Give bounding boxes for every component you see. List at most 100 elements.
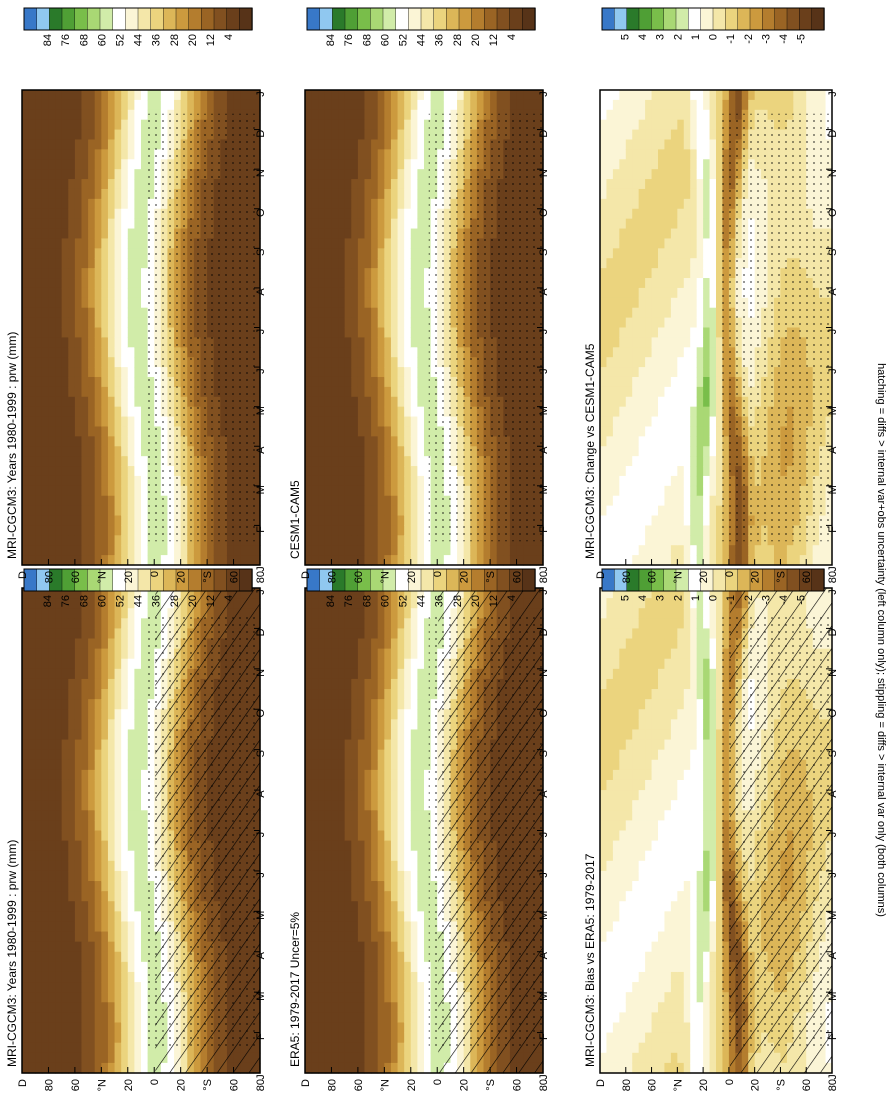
heatmap-cell <box>48 1042 56 1054</box>
heatmap-cell <box>68 545 76 556</box>
heatmap-cell <box>107 1052 116 1064</box>
heatmap-cell <box>134 1022 142 1034</box>
heatmap-cell <box>305 961 313 973</box>
heatmap-cell <box>61 317 69 329</box>
heatmap-cell <box>233 99 241 111</box>
heatmap-cell <box>107 505 116 517</box>
heatmap-cell <box>424 749 432 761</box>
heatmap-cell <box>141 337 149 348</box>
heatmap-cell <box>101 545 109 556</box>
heatmap-cell <box>397 689 405 700</box>
heatmap-cell <box>121 475 129 487</box>
heatmap-cell <box>101 971 109 983</box>
heatmap-cell <box>121 376 129 388</box>
heatmap-cell <box>35 386 43 398</box>
heatmap-cell <box>167 99 175 111</box>
heatmap-cell <box>74 386 83 398</box>
heatmap-cell <box>390 1052 399 1064</box>
heatmap-cell <box>127 208 135 220</box>
heatmap-cell <box>35 426 43 437</box>
heatmap-cell <box>404 729 412 741</box>
heatmap-cell <box>74 337 83 348</box>
heatmap-cell <box>390 992 399 1003</box>
heatmap-cell <box>324 689 333 700</box>
heatmap-cell <box>134 149 142 160</box>
heatmap-cell <box>377 1042 385 1054</box>
heatmap-cell <box>74 982 83 993</box>
heatmap-cell <box>88 1062 96 1074</box>
heatmap-cell <box>305 658 313 670</box>
heatmap-cell <box>338 901 346 912</box>
heatmap-cell <box>81 347 89 358</box>
heatmap-cell <box>134 485 142 497</box>
heatmap-cell <box>371 709 379 720</box>
heatmap-cell <box>338 709 346 720</box>
heatmap-cell <box>410 749 418 761</box>
heatmap-cell <box>61 208 69 220</box>
heatmap-cell <box>107 769 116 781</box>
heatmap-cell <box>371 699 379 710</box>
heatmap-cell <box>35 129 43 141</box>
heatmap-cell <box>397 941 405 953</box>
heatmap-cell <box>107 406 116 418</box>
heatmap-cell <box>68 475 76 487</box>
heatmap-cell <box>377 941 385 953</box>
heatmap-cell <box>384 971 392 983</box>
heatmap-cell <box>22 406 30 418</box>
heatmap-cell <box>410 790 418 801</box>
heatmap-cell <box>384 941 392 953</box>
heatmap-cell <box>68 278 76 289</box>
heatmap-cell <box>351 941 359 953</box>
heatmap-cell <box>61 860 69 872</box>
heatmap-cell <box>22 951 30 963</box>
heatmap-cell <box>404 689 412 700</box>
heatmap-cell <box>134 881 142 892</box>
heatmap-cell <box>390 598 399 609</box>
heatmap-cell <box>141 515 149 527</box>
heatmap-cell <box>141 99 149 111</box>
heatmap-cell <box>81 188 89 200</box>
heatmap-cell <box>114 248 122 259</box>
heatmap-cell <box>107 307 116 319</box>
heatmap-cell <box>81 357 89 368</box>
heatmap-cell <box>318 588 326 599</box>
heatmap-cell <box>114 188 122 200</box>
heatmap-cell <box>107 790 116 801</box>
heatmap-cell <box>324 961 333 973</box>
heatmap-cell <box>424 759 432 771</box>
heatmap-cell <box>68 90 76 101</box>
heatmap-cell <box>107 951 116 963</box>
heatmap-cell <box>88 1002 96 1013</box>
heatmap-cell <box>114 90 122 101</box>
heatmap-cell <box>127 475 135 487</box>
heatmap-cell <box>397 699 405 710</box>
heatmap-cell <box>48 386 56 398</box>
heatmap-cell <box>107 1032 116 1044</box>
heatmap-cell <box>68 598 76 609</box>
heatmap-cell <box>81 376 89 388</box>
colorbar-swatch <box>226 7 241 31</box>
heatmap-cell <box>390 931 399 943</box>
heatmap-cell <box>318 779 326 791</box>
heatmap-cell <box>377 790 385 801</box>
heatmap-cell <box>121 109 129 121</box>
heatmap-cell <box>311 1022 319 1034</box>
month-tick-label: J <box>255 832 267 838</box>
heatmap-cell <box>61 820 69 832</box>
heatmap-cell <box>107 638 116 650</box>
heatmap-cell <box>28 337 36 348</box>
heatmap-cell <box>94 505 102 517</box>
heatmap-cell <box>41 198 50 210</box>
heatmap-cell <box>127 129 135 141</box>
heatmap-cell <box>114 860 122 872</box>
heatmap-cell <box>68 820 76 832</box>
heatmap-cell <box>94 618 102 630</box>
colorbar-label: 36 <box>151 595 163 607</box>
heatmap-cell <box>351 638 359 650</box>
heatmap-cell <box>48 1012 56 1024</box>
heatmap-cell <box>377 881 385 892</box>
heatmap-cell <box>331 1052 339 1064</box>
heatmap-cell <box>127 628 135 640</box>
heatmap-cell <box>68 1052 76 1064</box>
heatmap-cell <box>318 1062 326 1074</box>
